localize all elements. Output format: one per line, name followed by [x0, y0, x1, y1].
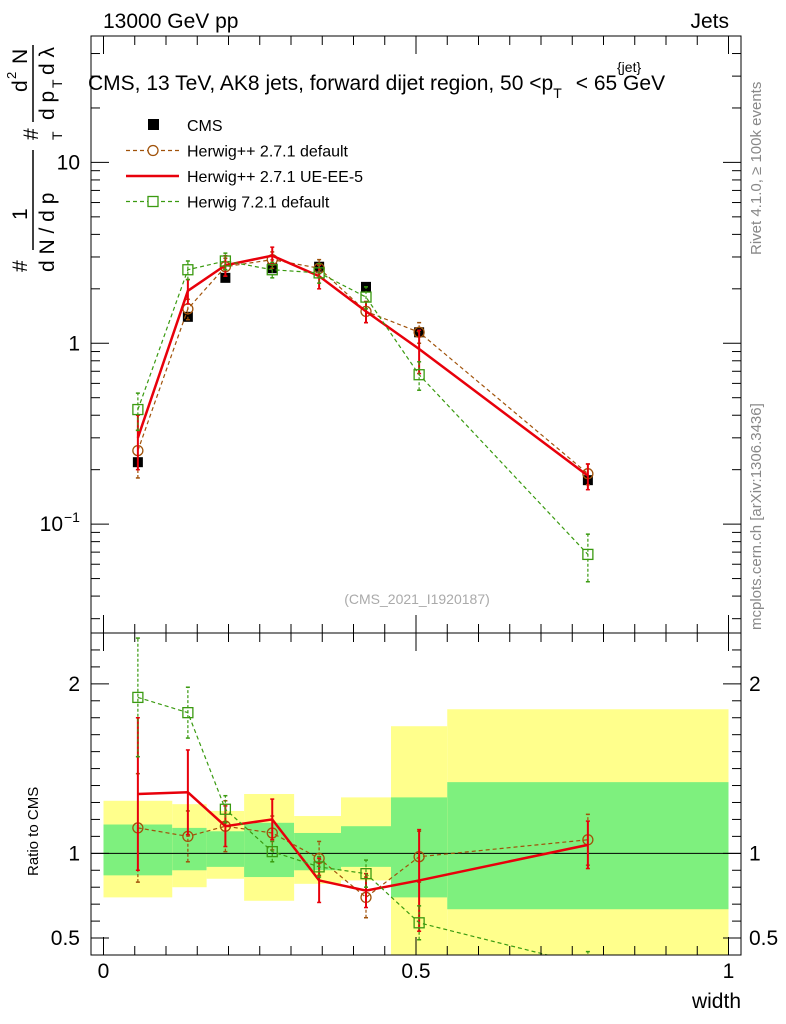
legend-label-herwig-2-7-1-ue-ee-5: Herwig++ 2.7.1 UE-EE-5 — [187, 169, 363, 186]
plot-title-sup: {jet} — [617, 59, 641, 75]
ratio-ytick-label-right-2: 2 — [749, 673, 761, 696]
ratio-point-herwig-7-2-1-default-0 — [132, 691, 144, 704]
ylabel-denominator-2-sub: T — [49, 79, 65, 88]
ratio-point-herwig-7-2-1-default-4 — [313, 861, 325, 873]
ylabel-denominator-1: d N / d p — [36, 193, 59, 272]
plot-title-main: CMS, 13 TeV, AK8 jets, forward dijet reg… — [88, 72, 553, 95]
legend-label-cms: CMS — [187, 118, 223, 135]
ratio-band-inner-4 — [294, 832, 341, 871]
ylabel-numerator-2-tail: N — [9, 49, 32, 64]
ratio-ytick-label-left-1: 1 — [68, 842, 80, 865]
ratio-axes: 0.5 0.5 1 1 2 2 0 0.5 1 — [51, 633, 778, 983]
ylabel-denominator-2: d p — [36, 91, 59, 120]
main-line-herwig-2-7-1-default — [137, 259, 589, 475]
ratio-point-herwig-7-2-1-default-5 — [360, 868, 372, 880]
legend-marker-cms — [148, 119, 159, 130]
ratio-point-herwig-7-2-1-default-1 — [182, 707, 194, 719]
ylabel-numerator-2: d — [9, 80, 32, 92]
main-point-herwig-7-2-1-default-7 — [582, 548, 594, 561]
main-point-herwig-7-2-1-default-5 — [360, 291, 372, 303]
main-y-axis-label: # 1 d N / d p T # d p T d λ d 2 N — [4, 45, 65, 272]
main-ytick-label-1: 1 — [68, 332, 80, 355]
ylabel-denominator-1-sub: T — [49, 131, 65, 140]
main-point-herwig-7-2-1-default-4 — [313, 267, 325, 279]
legend: CMS Herwig++ 2.7.1 default Herwig++ 2.7.1 … — [126, 118, 363, 212]
ratio-point-herwig-7-2-1-default-7 — [583, 960, 593, 970]
energy-label: 13000 GeV pp — [103, 10, 238, 33]
side-label-top: Rivet 4.1.0, ≥ 100k events — [748, 82, 765, 255]
ratio-point-herwig-7-2-1-default-6 — [413, 917, 425, 929]
side-label-bottom: mcplots.cern.ch [arXiv:1306.3436] — [748, 403, 765, 630]
main-point-herwig-7-2-1-default-3 — [266, 264, 278, 276]
plot-title-tail: < 65 GeV — [576, 72, 665, 95]
legend-marker-herwig-7-2-1-default — [147, 195, 159, 208]
ratio-xtick-label-1: 0.5 — [401, 960, 430, 983]
legend-label-herwig-7-2-1-default: Herwig 7.2.1 default — [187, 195, 330, 212]
main-point-herwig-7-2-1-default-2 — [219, 255, 232, 267]
main-series-layer — [132, 246, 594, 583]
plot-title: CMS, 13 TeV, AK8 jets, forward dijet reg… — [88, 72, 665, 101]
ylabel-hash-2: # — [20, 128, 43, 140]
legend-label-herwig-2-7-1-default: Herwig++ 2.7.1 default — [187, 144, 349, 161]
main-line-herwig-7-2-1-default — [137, 260, 589, 555]
main-point-cms-2 — [220, 272, 231, 283]
ratio-point-herwig-7-2-1-default-2 — [219, 803, 232, 815]
ratio-xtick-label-2: 1 — [723, 960, 735, 983]
main-line-herwig-2-7-1-ue-ee-5 — [136, 254, 589, 477]
ratio-series-layer — [132, 637, 594, 970]
ratio-line-herwig-2-7-1-default — [137, 825, 588, 899]
ylabel-numerator-1: 1 — [9, 208, 32, 220]
main-ytick-label-2: 10 — [57, 151, 80, 174]
main-ytick-label-exp-0: −1 — [64, 509, 80, 525]
ratio-ytick-label-right-0: 0.5 — [749, 927, 778, 950]
x-axis-label: width — [691, 990, 741, 1013]
ratio-y-axis-label: Ratio to CMS — [25, 787, 42, 876]
ratio-line-herwig-2-7-1-ue-ee-5 — [137, 791, 589, 892]
ylabel-denominator-3: d λ — [36, 46, 59, 75]
ratio-ytick-label-right-1: 1 — [749, 842, 761, 865]
ratio-ytick-label-left-2: 2 — [68, 673, 80, 696]
ratio-band-inner-3 — [244, 822, 295, 878]
ratio-xtick-label-0: 0 — [98, 960, 110, 983]
main-point-herwig-7-2-1-default-6 — [413, 369, 425, 381]
watermark: (CMS_2021_I1920187) — [344, 591, 490, 607]
main-point-herwig-7-2-1-default-1 — [182, 264, 194, 276]
ratio-point-herwig-7-2-1-default-3 — [266, 845, 278, 858]
legend-marker-herwig-2-7-1-default — [147, 144, 159, 157]
main-ytick-label-0: 10 — [40, 513, 63, 536]
ratio-series-clipped — [132, 637, 594, 970]
category-label: Jets — [690, 10, 729, 33]
ratio-ytick-label-left-0: 0.5 — [51, 927, 80, 950]
ylabel-hash-1: # — [9, 260, 32, 272]
main-point-herwig-7-2-1-default-0 — [132, 403, 144, 416]
ylabel-numerator-2-sup: 2 — [4, 72, 19, 79]
plot-title-sub: T — [553, 85, 562, 101]
